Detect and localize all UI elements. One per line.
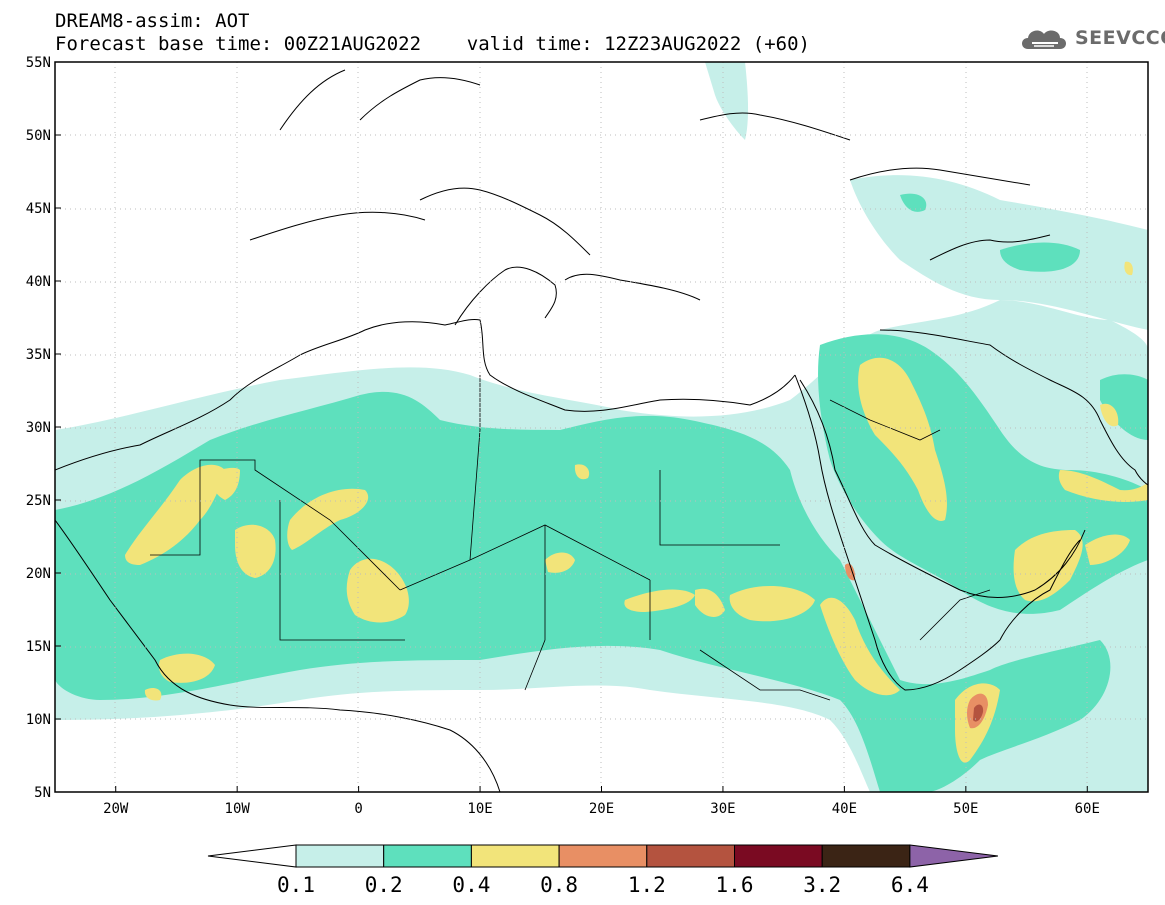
colorbar-segment [734,844,823,868]
lat-label: 15N [26,639,51,655]
colorbar: 0.1 0.2 0.4 0.8 1.2 1.6 3.2 6.4 [207,844,998,897]
lat-label: 50N [26,128,51,144]
colorbar-segment [821,844,911,868]
lat-label: 30N [26,420,51,436]
colorbar-label: 0.4 [452,873,490,897]
logo-text: SEEVCCC [1075,27,1165,49]
lon-label: 0 [354,801,362,817]
colorbar-label: 0.1 [277,873,315,897]
lon-label: 10W [225,801,251,817]
lon-label: 20E [589,801,614,817]
gridlines [55,62,1148,792]
aot-level-1.2 [973,704,984,722]
colorbar-label: 1.2 [628,873,666,897]
lon-label: 50E [953,801,978,817]
lat-label: 45N [26,201,51,217]
colorbar-label: 1.6 [716,873,754,897]
colorbar-label: 3.2 [803,873,841,897]
colorbar-label: 0.8 [540,873,578,897]
lat-label: 5N [34,785,51,801]
cloud-icon [1022,30,1066,49]
colorbar-over-arrow [909,844,998,868]
forecast-times: Forecast base time: 00Z21AUG2022 valid t… [55,33,810,55]
colorbar-segment [383,844,472,868]
lat-label: 40N [26,274,51,290]
lat-label: 25N [26,493,51,509]
lat-label: 35N [26,347,51,363]
colorbar-segment [295,844,385,868]
lat-label: 10N [26,712,51,728]
lat-label: 55N [26,55,51,71]
colorbar-segment [646,844,735,868]
lat-label: 20N [26,566,51,582]
axis-labels: 55N 50N 45N 40N 35N 30N 25N 20N 15N 10N 5N 20W 10W 0 1… [26,55,1100,817]
colorbar-segment [470,844,560,868]
lon-label: 10E [467,801,492,817]
colorbar-label: 0.2 [365,873,403,897]
colorbar-segment [558,844,648,868]
lon-label: 60E [1075,801,1100,817]
lon-label: 20W [103,801,129,817]
colorbar-label: 6.4 [891,873,929,897]
coastlines [55,69,1148,792]
lon-label: 30E [710,801,735,817]
country-borders [150,375,991,701]
map-title: DREAM8-assim: AOT [55,10,250,32]
seevccc-logo: SEEVCCC [1018,24,1165,54]
colorbar-under-arrow [207,844,297,868]
lon-label: 40E [832,801,857,817]
aot-field [55,62,1148,792]
